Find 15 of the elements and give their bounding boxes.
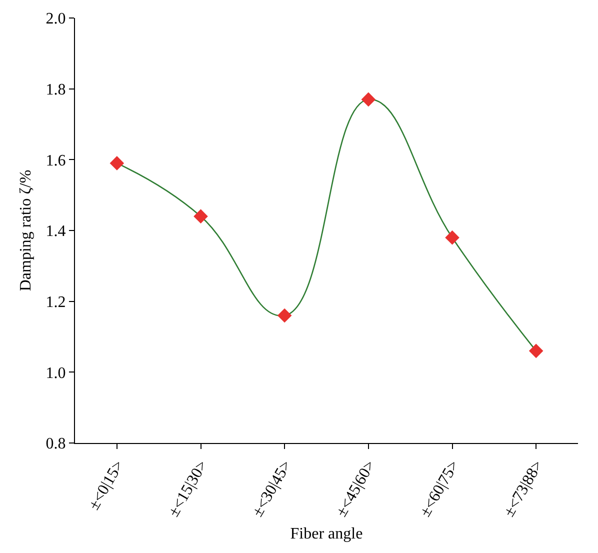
y-tick-label: 0.8 bbox=[46, 436, 66, 453]
y-axis-title: Damping ratio ζ/% bbox=[18, 170, 35, 292]
y-tick-label: 1.2 bbox=[46, 294, 66, 311]
y-tick-label: 1.4 bbox=[46, 223, 66, 240]
x-axis-title: Fiber angle bbox=[290, 526, 363, 543]
y-tick-label: 1.6 bbox=[46, 152, 66, 170]
y-tick-label: 2.0 bbox=[46, 10, 66, 28]
point bbox=[445, 230, 460, 245]
point bbox=[194, 209, 208, 224]
point bbox=[361, 92, 376, 107]
point bbox=[528, 344, 544, 358]
y-tick-label: 1.0 bbox=[46, 364, 66, 382]
point bbox=[277, 308, 292, 323]
y-tick-label: 1.8 bbox=[46, 81, 66, 98]
point bbox=[110, 156, 124, 170]
